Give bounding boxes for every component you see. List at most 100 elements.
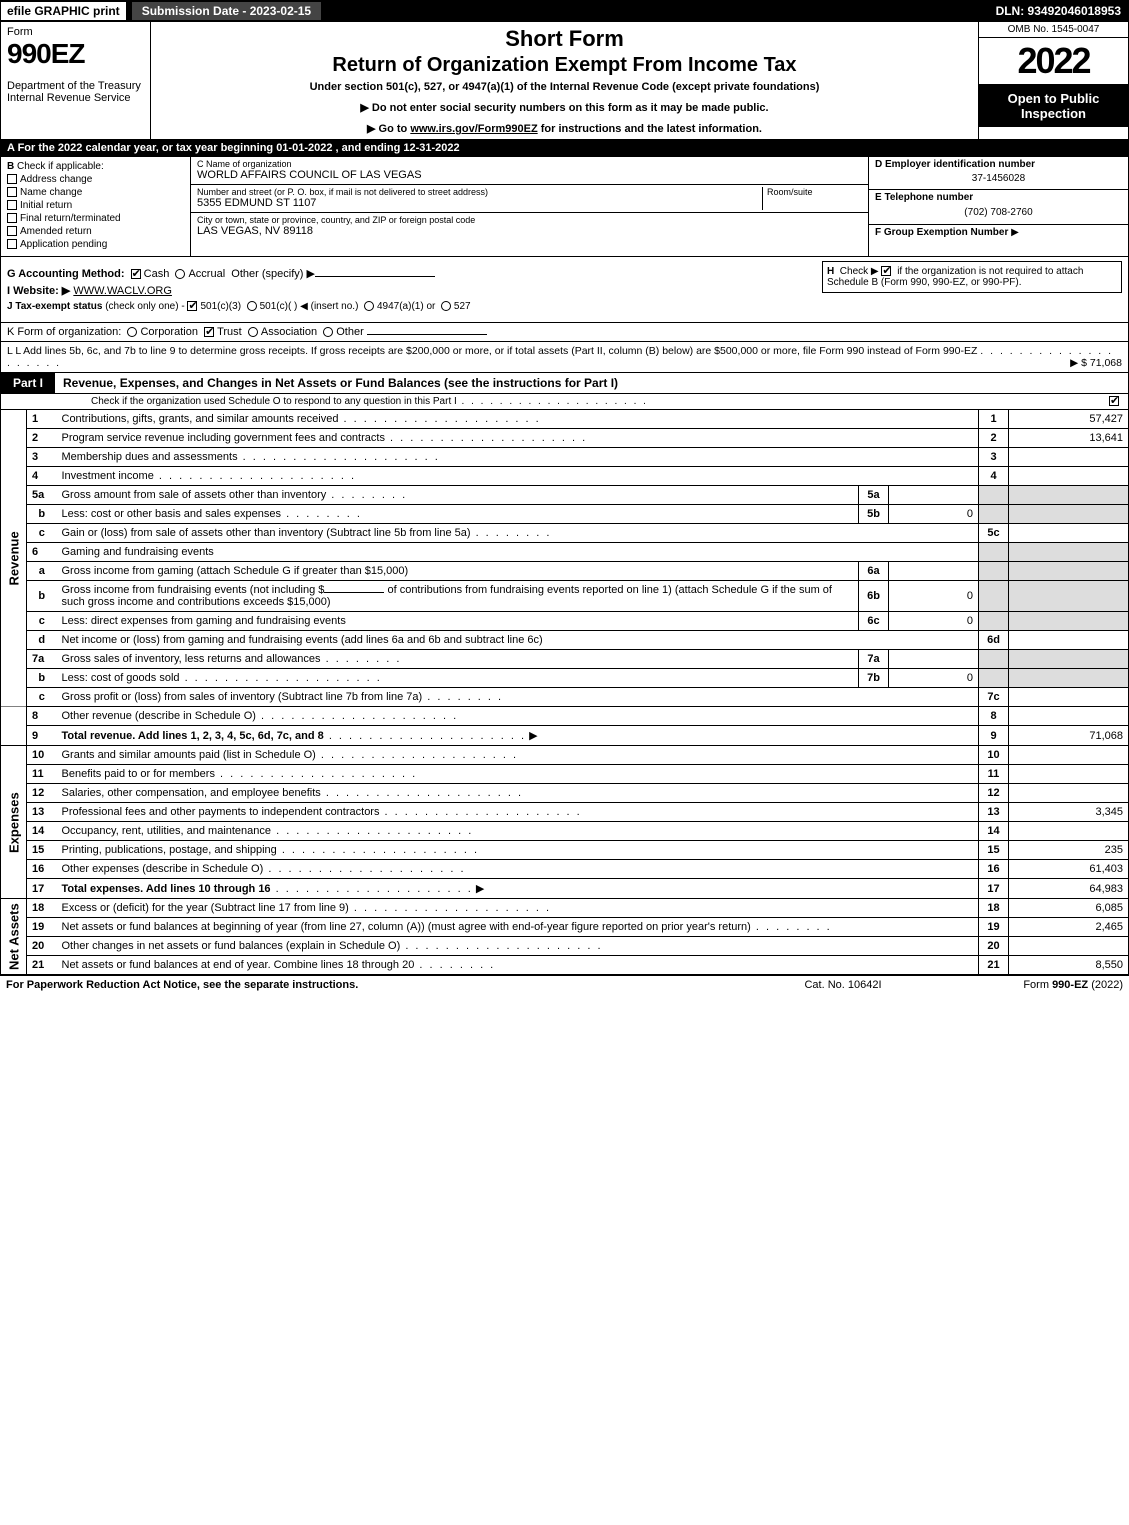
line-6-num: 6	[27, 543, 57, 562]
column-b: B Check if applicable: Address change Na…	[1, 157, 191, 256]
g-accrual-radio[interactable]	[175, 269, 185, 279]
j-label: J Tax-exempt status	[7, 301, 102, 312]
line-11-coln: 11	[979, 765, 1009, 784]
footer-right: Form 990-EZ (2022)	[943, 979, 1123, 991]
k-other-input[interactable]	[367, 334, 487, 335]
k-trust-check[interactable]	[204, 327, 214, 337]
line-6d: d Net income or (loss) from gaming and f…	[1, 631, 1129, 650]
line-11-desc: Benefits paid to or for members	[62, 768, 215, 780]
e-telephone: E Telephone number (702) 708-2760	[869, 190, 1128, 225]
room-suite-label: Room/suite	[767, 187, 862, 197]
h-checkbox-box: H Check ▶ if the organization is not req…	[822, 261, 1122, 293]
j-501c-radio[interactable]	[247, 301, 257, 311]
line-6b-ib: 6b	[859, 581, 889, 612]
line-6b: b Gross income from fundraising events (…	[1, 581, 1129, 612]
line-5b-num: b	[27, 505, 57, 524]
line-5c-desc: Gain or (loss) from sale of assets other…	[62, 527, 471, 539]
line-9-coln: 9	[979, 726, 1009, 746]
c-addr-cell: Number and street (or P. O. box, if mail…	[191, 185, 868, 213]
g-other-input[interactable]	[315, 276, 435, 277]
line-4-val	[1009, 467, 1129, 486]
line-17-val: 64,983	[1009, 879, 1129, 899]
line-19-coln: 19	[979, 918, 1009, 937]
line-6a-ib: 6a	[859, 562, 889, 581]
line-21-val: 8,550	[1009, 956, 1129, 975]
line-19: 19 Net assets or fund balances at beginn…	[1, 918, 1129, 937]
h-label: H	[827, 266, 834, 277]
f-group-exemption: F Group Exemption Number ▶	[869, 225, 1128, 240]
line-6b-desc1: Gross income from fundraising events (no…	[62, 584, 325, 596]
c-name-cell: C Name of organization WORLD AFFAIRS COU…	[191, 157, 868, 185]
line-9-desc: Total revenue. Add lines 1, 2, 3, 4, 5c,…	[62, 730, 324, 742]
part-1-sub-text: Check if the organization used Schedule …	[91, 396, 1109, 407]
check-amended-return[interactable]: Amended return	[7, 226, 184, 237]
form-subtitle: Under section 501(c), 527, or 4947(a)(1)…	[159, 81, 970, 93]
line-5a-desc: Gross amount from sale of assets other t…	[62, 489, 327, 501]
k-other-radio[interactable]	[323, 327, 333, 337]
line-6a-num: a	[27, 562, 57, 581]
j-527-radio[interactable]	[441, 301, 451, 311]
k-corp-radio[interactable]	[127, 327, 137, 337]
check-address-change[interactable]: Address change	[7, 174, 184, 185]
row-k: K Form of organization: Corporation Trus…	[0, 323, 1129, 342]
check-initial-return[interactable]: Initial return	[7, 200, 184, 211]
g-cash-check[interactable]	[131, 269, 141, 279]
line-6c: c Less: direct expenses from gaming and …	[1, 612, 1129, 631]
k-assoc-radio[interactable]	[248, 327, 258, 337]
form-header: Form 990EZ Department of the Treasury In…	[0, 22, 1129, 140]
line-6b-num: b	[27, 581, 57, 612]
line-5a-iv	[889, 486, 979, 505]
k-other: Other	[336, 326, 364, 338]
d-label: D Employer identification number	[875, 159, 1122, 170]
org-name: WORLD AFFAIRS COUNCIL OF LAS VEGAS	[197, 169, 862, 181]
line-12-desc: Salaries, other compensation, and employ…	[62, 787, 321, 799]
line-6c-iv: 0	[889, 612, 979, 631]
line-9-num: 9	[27, 726, 57, 746]
line-1-coln: 1	[979, 410, 1009, 429]
check-final-return[interactable]: Final return/terminated	[7, 213, 184, 224]
h-checkbox[interactable]	[881, 266, 891, 276]
line-21-desc: Net assets or fund balances at end of ye…	[62, 959, 415, 971]
line-16-val: 61,403	[1009, 860, 1129, 879]
line-11-val	[1009, 765, 1129, 784]
line-18-coln: 18	[979, 899, 1009, 918]
line-14-val	[1009, 822, 1129, 841]
website-value[interactable]: WWW.WACLV.ORG	[73, 285, 172, 297]
line-2-val: 13,641	[1009, 429, 1129, 448]
sidebar-expenses: Expenses	[1, 746, 27, 899]
efile-print-button[interactable]: efile GRAPHIC print	[0, 1, 127, 21]
line-11-num: 11	[27, 765, 57, 784]
j-4947-radio[interactable]	[364, 301, 374, 311]
j-501c3-check[interactable]	[187, 301, 197, 311]
line-17-coln: 17	[979, 879, 1009, 899]
ein-value: 37-1456028	[875, 170, 1122, 187]
ghij-block: H Check ▶ if the organization is not req…	[0, 257, 1129, 323]
irs-link[interactable]: www.irs.gov/Form990EZ	[410, 123, 537, 135]
line-7a-ib: 7a	[859, 650, 889, 669]
line-13-desc: Professional fees and other payments to …	[62, 806, 380, 818]
line-6d-coln: 6d	[979, 631, 1009, 650]
line-16-coln: 16	[979, 860, 1009, 879]
line-1-val: 57,427	[1009, 410, 1129, 429]
line-8-val	[1009, 707, 1129, 726]
check-application-pending[interactable]: Application pending	[7, 239, 184, 250]
check-name-change[interactable]: Name change	[7, 187, 184, 198]
line-2-num: 2	[27, 429, 57, 448]
line-5b-iv: 0	[889, 505, 979, 524]
line-7b-desc: Less: cost of goods sold	[62, 672, 180, 684]
line-9: 9 Total revenue. Add lines 1, 2, 3, 4, 5…	[1, 726, 1129, 746]
line-6b-input[interactable]	[324, 592, 384, 593]
g-accrual: Accrual	[188, 268, 225, 280]
part-1-title: Revenue, Expenses, and Changes in Net As…	[55, 376, 1128, 390]
part-1-schedule-o-check[interactable]	[1109, 396, 1119, 406]
line-5a-shade	[979, 486, 1009, 505]
g-cash: Cash	[144, 268, 170, 280]
g-other: Other (specify) ▶	[231, 268, 315, 280]
l-text: L Add lines 5b, 6c, and 7b to line 9 to …	[15, 345, 977, 357]
line-19-num: 19	[27, 918, 57, 937]
line-8-coln: 8	[979, 707, 1009, 726]
c-addr-label: Number and street (or P. O. box, if mail…	[197, 187, 762, 197]
line-4-desc: Investment income	[62, 470, 154, 482]
k-trust: Trust	[217, 326, 242, 338]
line-13-coln: 13	[979, 803, 1009, 822]
